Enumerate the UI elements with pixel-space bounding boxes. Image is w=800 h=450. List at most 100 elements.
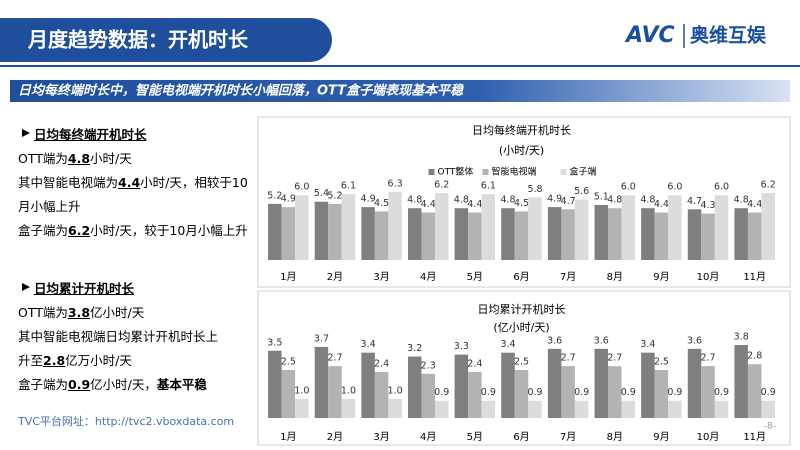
logo-text: 奥维互娱 (690, 24, 767, 47)
value-label: 4.4 (467, 199, 482, 210)
bar (361, 352, 375, 418)
bar (668, 195, 682, 260)
x-tick-label: 7月 (560, 271, 576, 283)
bar (295, 195, 309, 260)
bar (561, 366, 575, 418)
value-label: 0.9 (527, 387, 542, 398)
value-label: 2.5 (514, 356, 529, 367)
bar (454, 354, 469, 418)
value-label: 3.4 (640, 339, 655, 350)
value-label: 6.0 (714, 182, 729, 193)
text-run: 基本平稳 (156, 377, 207, 392)
summary-line: 月小幅上升 (18, 196, 81, 215)
text-run: 4.4 (118, 175, 141, 190)
bar (374, 371, 389, 418)
text-run: 小时/天，较于10月小幅上升 (90, 223, 248, 238)
value-label: 5.1 (594, 191, 609, 202)
text-run: 亿万小时/天 (65, 353, 132, 368)
value-label: 6.3 (388, 179, 403, 190)
value-label: 3.6 (547, 335, 562, 346)
text-run: 6.2 (68, 223, 91, 238)
summary-line: OTT端为4.8小时/天 (18, 148, 132, 167)
x-tick-label: 4月 (420, 271, 436, 283)
value-label: 0.9 (667, 387, 682, 398)
bar (734, 345, 748, 418)
bar (641, 352, 655, 418)
bar (421, 212, 435, 260)
bar (608, 366, 622, 418)
value-label: 6.0 (667, 182, 682, 193)
bar (388, 192, 402, 260)
x-tick-label: 8月 (607, 271, 623, 283)
bar (714, 400, 729, 418)
bar (547, 348, 562, 418)
value-label: 0.9 (434, 387, 449, 398)
value-label: 1.0 (294, 385, 309, 396)
summary-line: OTT端为3.8亿小时/天 (18, 302, 144, 321)
bar (514, 369, 529, 418)
value-label: 3.3 (454, 341, 469, 352)
value-label: 4.8 (607, 195, 622, 206)
bar (454, 208, 469, 260)
bar (574, 400, 589, 418)
x-tick-label: 5月 (467, 431, 483, 443)
value-label: 4.8 (500, 195, 515, 206)
bar (434, 400, 449, 418)
x-tick-label: 3月 (373, 431, 389, 443)
x-tick-label: 8月 (607, 431, 623, 443)
value-label: 6.2 (434, 180, 449, 191)
text-run: 盒子端为 (18, 377, 69, 392)
bar (281, 369, 296, 418)
value-label: 2.7 (561, 353, 576, 364)
header-title: 月度趋势数据：开机时长 (27, 28, 249, 52)
value-label: 0.9 (481, 387, 496, 398)
bullet (22, 283, 30, 291)
chart-subtitle: (小时/天) (499, 144, 544, 157)
header-band (0, 18, 332, 62)
value-label: 3.2 (407, 343, 422, 354)
x-tick-label: 2月 (327, 271, 343, 283)
value-label: 4.9 (547, 194, 562, 205)
value-label: 1.0 (341, 385, 356, 396)
x-tick-label: 1月 (280, 271, 296, 283)
value-label: 3.8 (734, 332, 749, 343)
bar (314, 346, 329, 418)
value-label: 5.6 (574, 186, 589, 197)
bar (714, 195, 729, 260)
value-label: 5.2 (267, 190, 282, 201)
section-heading: 日均累计开机时长 (34, 281, 135, 296)
value-label: 2.7 (607, 353, 622, 364)
bar (434, 193, 449, 260)
bar (268, 350, 282, 418)
value-label: 5.4 (314, 188, 329, 199)
bar (734, 208, 748, 260)
summary-line: 盒子端为0.9亿小时/天，基本平稳 (18, 374, 207, 393)
bar (341, 398, 356, 418)
chart-title: 日均累计开机时长 (478, 302, 566, 316)
bar (468, 371, 482, 418)
value-label: 2.7 (327, 353, 342, 364)
bar (481, 400, 496, 418)
bar (268, 203, 282, 260)
text-run: 月小幅上升 (18, 199, 81, 214)
bar (574, 199, 589, 260)
text-run: 小时/天 (90, 151, 132, 166)
value-label: 3.4 (361, 339, 376, 350)
bar (501, 352, 515, 418)
bar (621, 400, 636, 418)
value-label: 0.9 (574, 387, 589, 398)
value-label: 3.7 (314, 333, 329, 344)
value-label: 0.9 (714, 387, 729, 398)
value-label: 2.7 (700, 353, 715, 364)
bar (687, 209, 702, 260)
x-tick-label: 4月 (420, 431, 436, 443)
x-tick-label: 7月 (560, 431, 576, 443)
text-run: OTT端为 (18, 151, 68, 166)
x-tick-label: 2月 (327, 431, 343, 443)
legend-swatch (482, 169, 489, 175)
value-label: 3.4 (500, 339, 515, 350)
value-label: 4.9 (361, 194, 376, 205)
value-label: 2.5 (654, 356, 669, 367)
